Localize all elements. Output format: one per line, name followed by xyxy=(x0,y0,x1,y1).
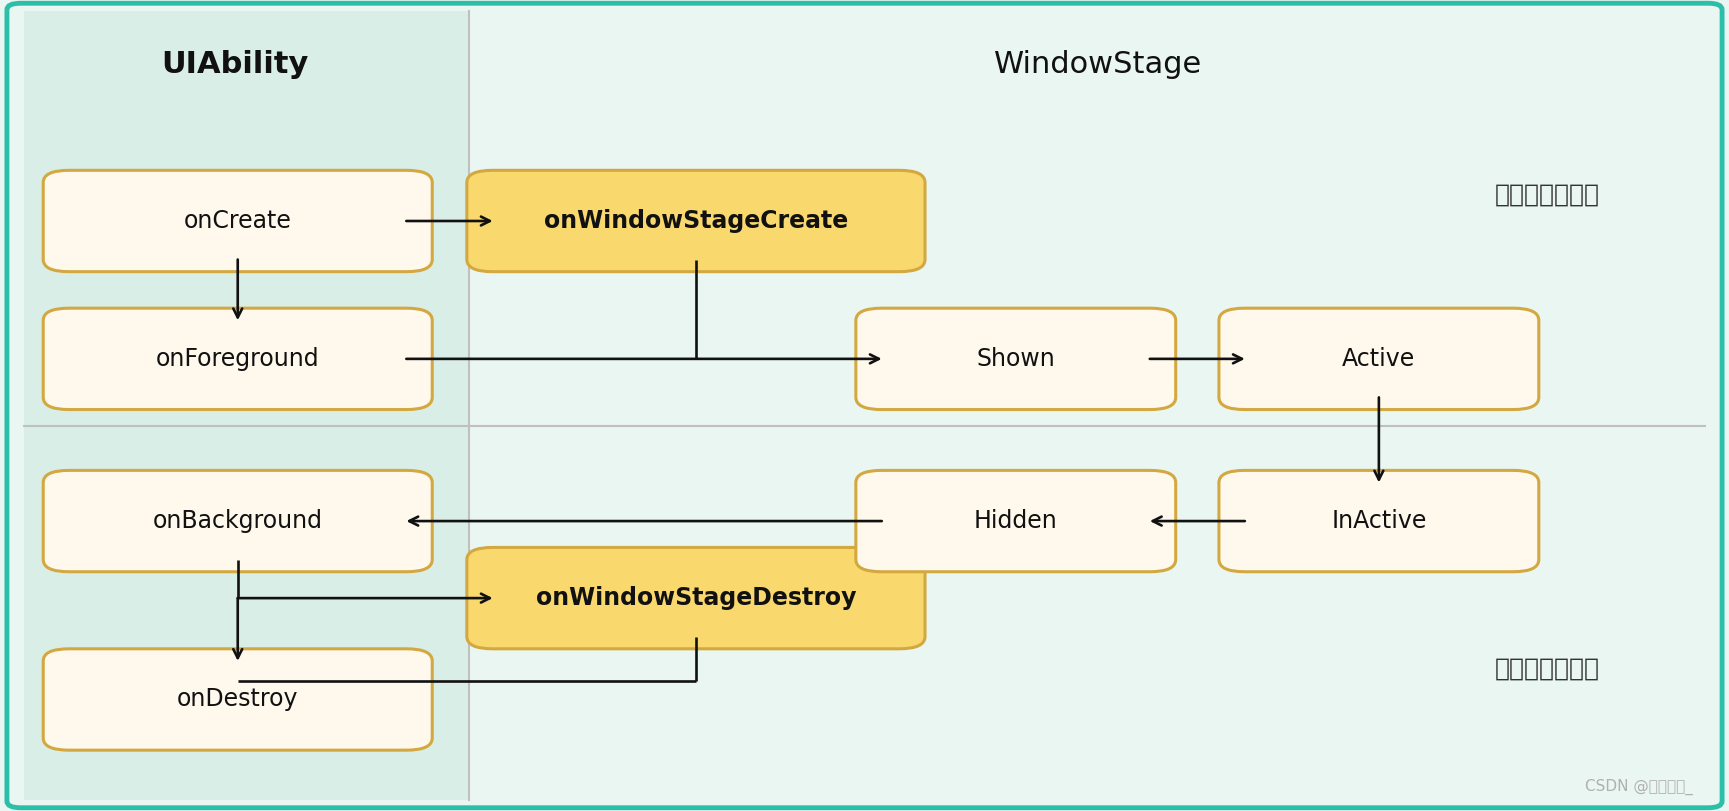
FancyBboxPatch shape xyxy=(43,170,432,272)
FancyBboxPatch shape xyxy=(1219,308,1539,410)
Text: onForeground: onForeground xyxy=(156,347,320,371)
FancyBboxPatch shape xyxy=(43,308,432,410)
Text: InActive: InActive xyxy=(1331,509,1426,533)
FancyBboxPatch shape xyxy=(43,649,432,750)
Text: Hidden: Hidden xyxy=(973,509,1058,533)
FancyBboxPatch shape xyxy=(43,470,432,572)
FancyBboxPatch shape xyxy=(856,470,1176,572)
FancyBboxPatch shape xyxy=(7,3,1722,808)
Text: 应用切前台时序: 应用切前台时序 xyxy=(1496,182,1599,207)
FancyBboxPatch shape xyxy=(856,308,1176,410)
FancyBboxPatch shape xyxy=(467,170,925,272)
Text: Active: Active xyxy=(1342,347,1416,371)
Text: onCreate: onCreate xyxy=(183,209,292,233)
Text: onWindowStageCreate: onWindowStageCreate xyxy=(545,209,847,233)
FancyBboxPatch shape xyxy=(1219,470,1539,572)
Text: onBackground: onBackground xyxy=(152,509,323,533)
Text: CSDN @秋叶先生_: CSDN @秋叶先生_ xyxy=(1585,779,1693,795)
Bar xyxy=(24,11,469,800)
Text: onDestroy: onDestroy xyxy=(176,688,299,711)
Text: WindowStage: WindowStage xyxy=(994,50,1202,79)
FancyBboxPatch shape xyxy=(467,547,925,649)
Text: UIAbility: UIAbility xyxy=(161,50,309,79)
Text: onWindowStageDestroy: onWindowStageDestroy xyxy=(536,586,856,610)
Text: Shown: Shown xyxy=(977,347,1055,371)
Text: 应用切后台时序: 应用切后台时序 xyxy=(1496,657,1599,681)
